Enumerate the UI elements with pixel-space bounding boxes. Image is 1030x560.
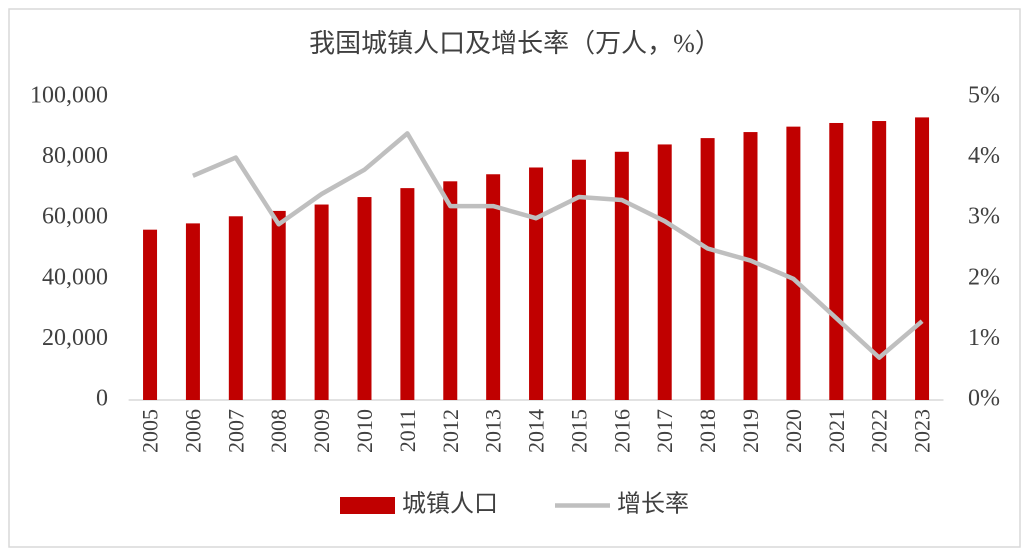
- y2-tick-label: 0%: [968, 386, 1000, 412]
- x-tick-label: 2010: [352, 409, 377, 453]
- bar: [614, 151, 629, 400]
- bar: [314, 204, 329, 400]
- x-tick-label: 2017: [652, 409, 677, 453]
- bar: [357, 197, 372, 400]
- y2-tick-label: 2%: [968, 264, 1000, 290]
- bar: [443, 181, 458, 400]
- x-tick-label: 2020: [781, 409, 806, 453]
- bar: [743, 132, 758, 400]
- bar: [700, 138, 715, 400]
- y-tick-label: 100,000: [30, 83, 108, 109]
- x-tick-label: 2005: [138, 409, 163, 453]
- bar: [657, 144, 672, 400]
- y2-tick-label: 1%: [968, 325, 1000, 351]
- bar: [829, 122, 844, 401]
- bar: [571, 159, 586, 400]
- bar: [486, 174, 501, 400]
- x-tick-label: 2006: [180, 409, 205, 453]
- bar: [529, 167, 544, 400]
- x-tick-label: 2016: [609, 409, 634, 453]
- bar: [915, 117, 930, 400]
- chart-title: 我国城镇人口及增长率（万人，%）: [309, 29, 721, 58]
- bar: [872, 121, 887, 400]
- legend-label: 城镇人口: [402, 491, 498, 518]
- bar: [271, 210, 286, 400]
- legend-label: 增长率: [617, 491, 689, 518]
- x-tick-label: 2008: [266, 409, 291, 453]
- y-tick-label: 80,000: [42, 143, 108, 169]
- x-tick-label: 2011: [395, 409, 420, 452]
- bar: [228, 216, 243, 400]
- bar: [185, 223, 200, 400]
- line: [192, 131, 924, 360]
- x-tick-label: 2019: [738, 409, 763, 453]
- x-tick-label: 2014: [524, 409, 549, 453]
- legend-swatch: [340, 497, 395, 514]
- chart-frame: [8, 8, 1021, 548]
- y2-tick-label: 5%: [968, 83, 1000, 109]
- y-tick-label: 0: [96, 386, 108, 412]
- y-tick-label: 20,000: [42, 325, 108, 351]
- x-tick-label: 2007: [223, 409, 248, 453]
- bar: [786, 126, 801, 401]
- y2-tick-label: 3%: [968, 204, 1000, 230]
- x-tick-label: 2015: [566, 409, 591, 453]
- bar: [143, 229, 158, 400]
- x-tick-label: 2018: [695, 409, 720, 453]
- x-tick-label: 2022: [867, 409, 892, 453]
- x-tick-label: 2013: [481, 409, 506, 453]
- x-tick-label: 2021: [824, 409, 849, 453]
- bar: [400, 188, 415, 400]
- y-tick-label: 40,000: [42, 264, 108, 290]
- x-tick-label: 2009: [309, 409, 334, 453]
- x-tick-label: 2023: [910, 409, 935, 453]
- x-tick-label: 2012: [438, 409, 463, 453]
- y2-tick-label: 4%: [968, 143, 1000, 169]
- y-tick-label: 60,000: [42, 204, 108, 230]
